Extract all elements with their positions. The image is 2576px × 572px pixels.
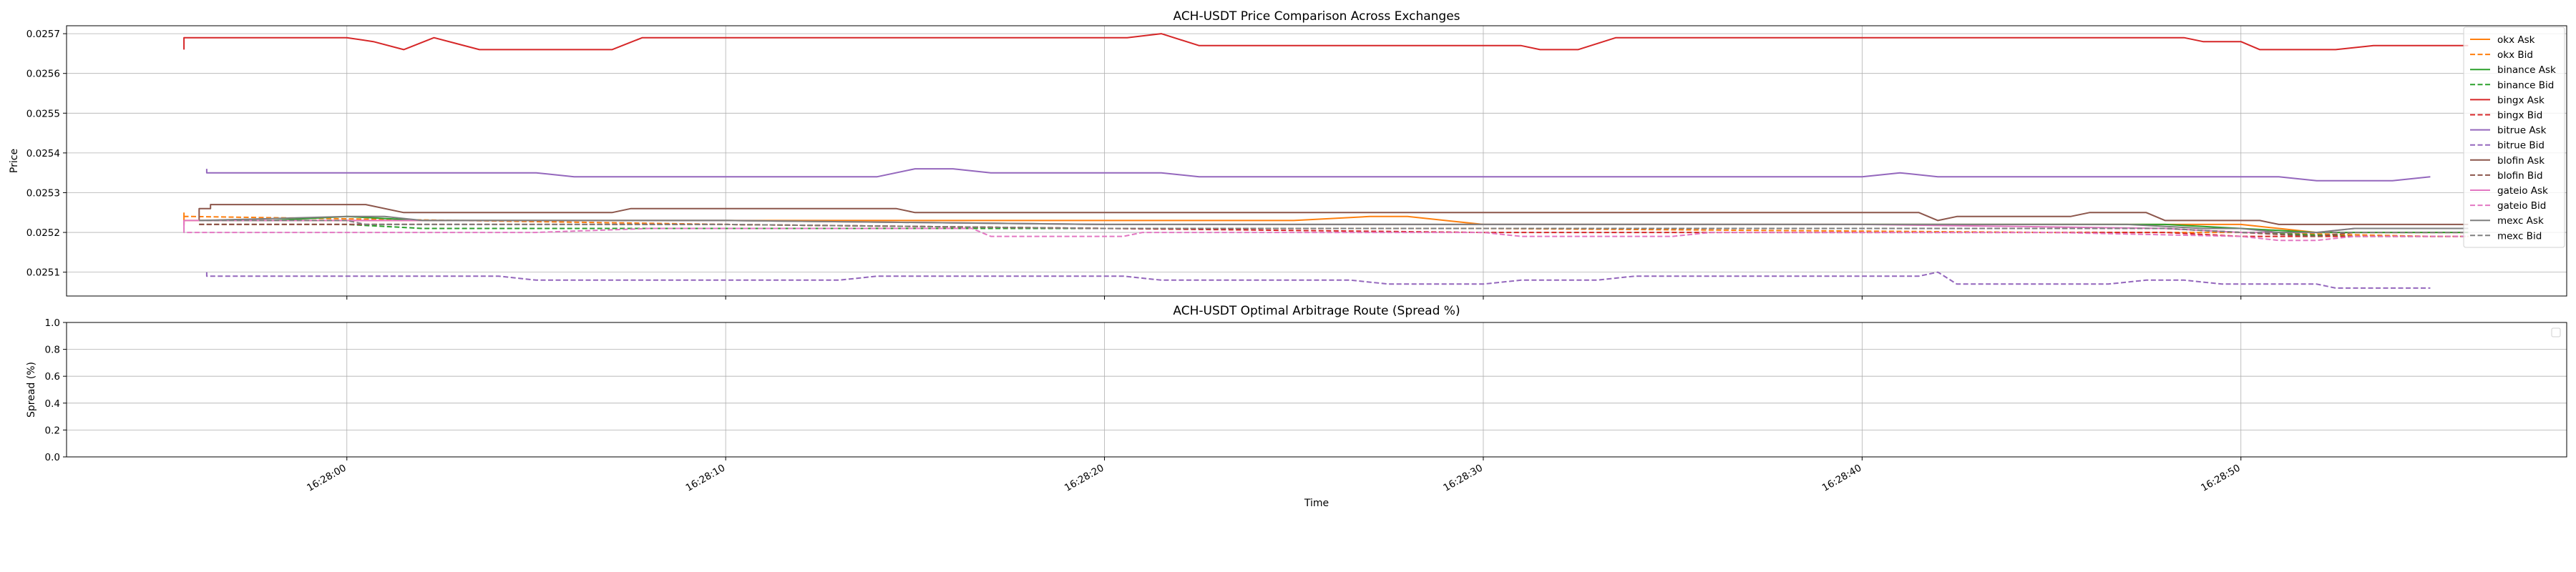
spread-chart-title: ACH-USDT Optimal Arbitrage Route (Spread… [1173,304,1460,318]
spread-axes-frame [66,322,2567,458]
price-y-tick-label: 0.0255 [26,108,60,119]
legend-entry-bingx-bid: bingx Bid [2470,110,2542,122]
legend-label: okx Bid [2497,49,2533,61]
spread-y-tick-label: 0.6 [45,371,60,383]
spread-y-axis-label: Spread (%) [26,362,37,418]
legend-entry-mexc-bid: mexc Bid [2470,230,2542,242]
legend-entry-bingx-ask: bingx Ask [2470,94,2545,106]
legend-label: gateio Ask [2497,185,2548,197]
legend-label: mexc Bid [2497,230,2542,242]
legend-entry-okx-bid: okx Bid [2470,49,2533,61]
spread-y-tick-label: 0.0 [45,452,60,463]
price-series-lines [183,33,2469,289]
legend-label: bingx Bid [2497,110,2542,122]
price-y-axis-label: Price [9,149,20,173]
legend-entry-bitrue-bid: bitrue Bid [2470,140,2545,152]
price-y-ticks: 0.0251 0.0252 0.0253 0.0254 0.0255 0.0256 0.02… [26,29,67,279]
series-line-gateio-bid [183,220,2469,242]
price-y-tick-label: 0.0251 [26,267,60,279]
legend-entry-binance-ask: binance Ask [2470,64,2556,76]
legend-label: bitrue Ask [2497,125,2547,137]
spread-y-tick-label: 1.0 [45,317,60,329]
price-y-tick-label: 0.0254 [26,148,60,159]
series-line-bitrue-ask [205,168,2431,182]
legend-entry-gateio-bid: gateio Bid [2470,200,2546,212]
price-legend: okx Ask okx Bid binance Ask binance Bid bing… [2463,26,2565,248]
legend-entry-blofin-bid: blofin Bid [2470,170,2543,182]
spread-y-tick-label: 0.2 [45,425,60,436]
spread-y-tick-label: 0.4 [45,398,60,410]
series-line-bitrue-bid [205,271,2431,289]
legend-label: binance Bid [2497,79,2554,91]
price-y-tick-label: 0.0256 [26,69,60,80]
legend-entry-okx-ask: okx Ask [2470,34,2535,46]
series-line-blofin-ask [198,204,2469,225]
legend-label: blofin Ask [2497,155,2545,167]
series-line-binance-bid [199,223,2469,237]
legend-label: bingx Ask [2497,94,2545,106]
series-line-bingx-ask [183,33,2469,51]
price-y-tick-label: 0.0257 [26,29,60,40]
price-chart-title: ACH-USDT Price Comparison Across Exchang… [1173,9,1460,24]
price-axes-frame [66,25,2567,297]
spread-y-ticks: 0.0 0.2 0.4 0.6 0.8 1.0 [45,317,67,463]
spread-y-tick-label: 0.8 [45,345,60,356]
spread-x-axis-label: Time [1304,498,1329,509]
legend-entry-gateio-ask: gateio Ask [2470,185,2548,197]
price-x-ticks [346,296,2242,300]
legend-label: okx Ask [2497,34,2535,46]
legend-frame [2463,26,2565,248]
legend-label: blofin Bid [2497,170,2543,182]
legend-label: gateio Bid [2497,200,2546,212]
legend-entry-binance-bid: binance Bid [2470,79,2554,91]
legend-label: binance Ask [2497,64,2556,76]
legend-entry-blofin-ask: blofin Ask [2470,155,2545,167]
legend-entry-bitrue-ask: bitrue Ask [2470,125,2547,137]
legend-label: mexc Ask [2497,215,2544,227]
price-y-tick-label: 0.0252 [26,227,60,239]
legend-entry-mexc-ask: mexc Ask [2470,215,2544,227]
price-comparison-axes: 0.0251 0.0252 0.0253 0.0254 0.0255 0.0256 0.02… [9,9,2567,300]
spread-empty-legend [2551,327,2561,337]
series-line-mexc-bid [199,220,2469,234]
legend-label: bitrue Bid [2497,140,2545,152]
price-y-tick-label: 0.0253 [26,187,60,199]
